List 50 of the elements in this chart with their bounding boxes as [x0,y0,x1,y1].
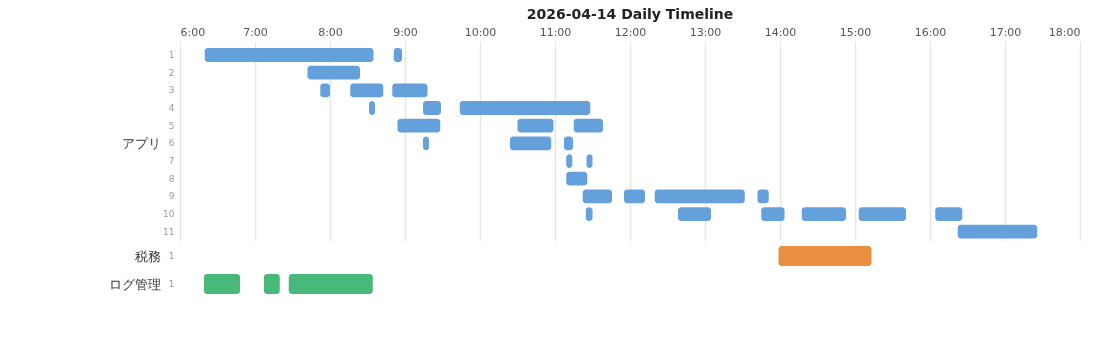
bar [935,207,963,221]
y-tick-label: 8 [168,173,175,184]
y-axis-title: ログ管理 [108,276,161,292]
bar [678,207,711,221]
x-tick-label: 12:00 [614,25,647,39]
bar [566,171,588,186]
bar [624,189,645,204]
x-tick-label: 8:00 [318,25,343,39]
x-tick-label: 10:00 [464,25,497,39]
bar [858,207,906,221]
bar [204,48,374,62]
y-tick-label: 5 [168,120,175,131]
bar [510,136,552,151]
x-tick-label: 14:00 [764,25,797,39]
bar [582,189,612,204]
y-tick-label: 10 [163,209,175,220]
y-axis-title: 税務 [134,248,161,264]
y-tick-label: 1 [168,50,175,61]
bar [654,189,745,204]
x-tick-label: 17:00 [989,25,1022,39]
bar [350,83,384,98]
x-tick-label: 18:00 [1048,25,1081,39]
bar [517,118,554,133]
bar [761,207,785,221]
bar [397,118,441,133]
y-tick-label: 6 [168,138,175,149]
chart-title: 2026-04-14 Daily Timeline [526,6,734,22]
bar [423,101,441,115]
x-tick-label: 16:00 [914,25,947,39]
y-tick-label: 9 [168,191,175,202]
x-tick-label: 13:00 [689,25,722,39]
x-tick-label: 11:00 [539,25,572,39]
y-axis-title: アプリ [121,135,161,151]
y-tick-label: 7 [168,156,175,167]
bar [459,101,591,115]
x-tick-label: 9:00 [393,25,418,39]
bar [801,207,846,221]
y-tick-label: 11 [163,226,175,237]
bar [957,224,1038,239]
y-tick-label: 4 [168,103,175,114]
bar [573,118,603,133]
bar [307,65,360,80]
bar [392,83,428,98]
x-tick-label: 15:00 [839,25,872,39]
y-tick-label: 1 [168,279,175,289]
y-tick-label: 2 [168,67,175,78]
y-tick-label: 3 [168,85,175,96]
y-tick-label: 1 [168,251,175,261]
x-tick-label: 7:00 [243,25,268,39]
x-tick-label: 6:00 [180,25,206,39]
